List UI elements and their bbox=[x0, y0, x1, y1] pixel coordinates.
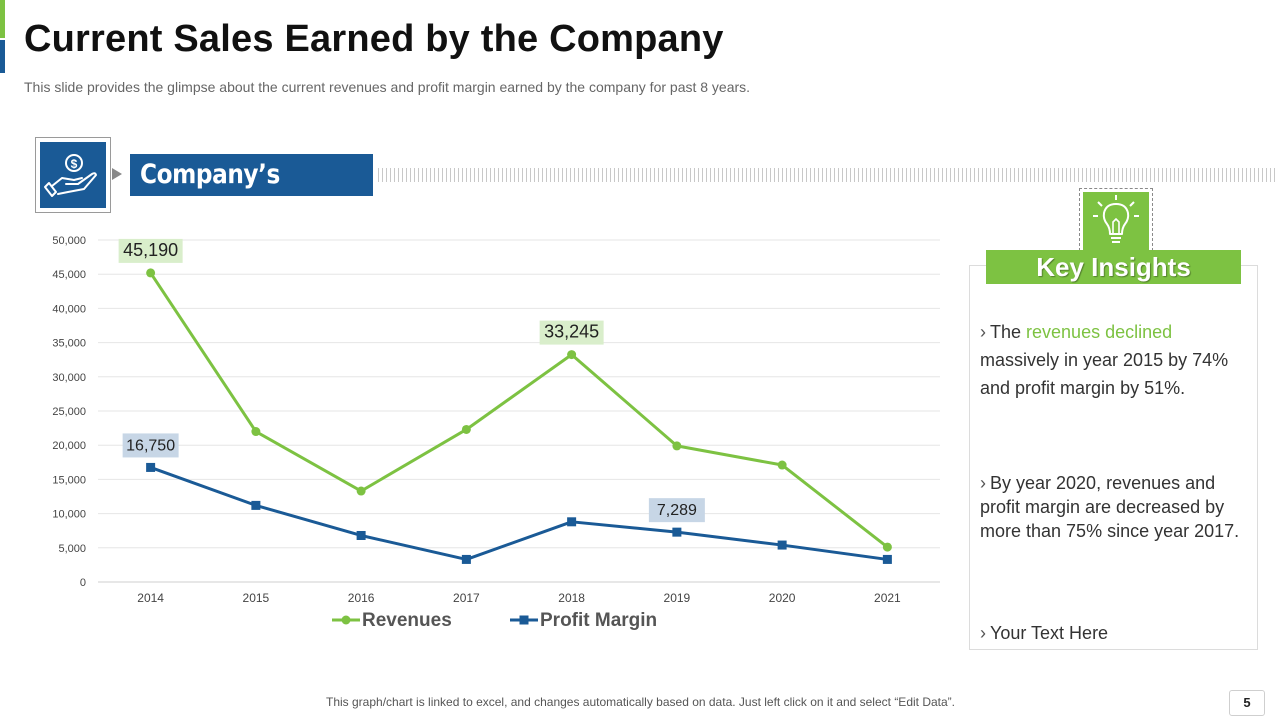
series-line-revenues bbox=[149, 272, 889, 549]
data-point bbox=[461, 424, 471, 434]
data-point bbox=[356, 530, 366, 540]
insight-1-highlight: revenues declined bbox=[1026, 322, 1173, 342]
insight-3-text: Your Text Here bbox=[990, 623, 1109, 643]
data-label: 33,245 bbox=[544, 322, 599, 342]
insights-card bbox=[969, 265, 1258, 650]
page-title: Current Sales Earned by the Company bbox=[24, 18, 724, 60]
data-point bbox=[567, 350, 577, 360]
data-label-bg bbox=[539, 320, 604, 345]
section-icon-frame: $ bbox=[35, 137, 111, 213]
legend-marker bbox=[519, 615, 529, 625]
decorative-divider bbox=[378, 168, 1278, 182]
money-hand-icon: $ bbox=[40, 142, 106, 208]
x-tick-label: 2014 bbox=[137, 591, 164, 605]
y-tick-label: 25,000 bbox=[52, 406, 86, 418]
x-tick-label: 2016 bbox=[348, 591, 375, 605]
pointer-arrow-icon bbox=[112, 168, 122, 180]
y-tick-label: 45,000 bbox=[52, 269, 86, 281]
data-point bbox=[251, 500, 261, 510]
line-chart: 0 5,000 10,000 15,000 20,000 25,000 30,000 35,0… bbox=[52, 235, 940, 631]
data-label: 7,289 bbox=[657, 502, 697, 519]
data-label: 16,750 bbox=[126, 437, 175, 454]
lightbulb-icon bbox=[1083, 192, 1149, 252]
x-tick-label: 2015 bbox=[243, 591, 270, 605]
insight-item-3: › Your Text Here bbox=[980, 619, 1245, 647]
y-tick-label: 10,000 bbox=[52, 509, 86, 521]
legend-marker bbox=[341, 615, 351, 625]
y-tick-label: 5,000 bbox=[58, 543, 86, 555]
insights-header: Key Insights bbox=[986, 250, 1241, 284]
chevron-right-icon: › bbox=[980, 473, 986, 493]
footer-note: This graph/chart is linked to excel, and… bbox=[326, 695, 955, 709]
title-accent-green bbox=[0, 0, 5, 38]
insight-item-2: › By year 2020, revenues and profit margi… bbox=[980, 471, 1245, 543]
title-accent-blue bbox=[0, 40, 5, 73]
insight-2-text: By year 2020, revenues and profit margin… bbox=[980, 473, 1240, 541]
data-point bbox=[672, 527, 682, 537]
y-tick-label: 40,000 bbox=[52, 303, 86, 315]
data-point bbox=[777, 460, 787, 470]
chevron-right-icon: › bbox=[980, 623, 986, 643]
series-line-profit-margin bbox=[150, 466, 888, 561]
data-point bbox=[882, 542, 892, 552]
y-tick-label: 0 bbox=[80, 577, 86, 589]
y-tick-label: 35,000 bbox=[52, 338, 86, 350]
data-label-bg bbox=[122, 433, 179, 458]
section-header: Company’s Sales bbox=[130, 154, 373, 232]
page-number: 5 bbox=[1229, 690, 1265, 716]
x-tick-label: 2020 bbox=[769, 591, 796, 605]
y-tick-label: 50,000 bbox=[52, 235, 86, 247]
data-point bbox=[882, 554, 892, 564]
data-point bbox=[567, 517, 577, 527]
insight-1-post: massively in year 2015 by 74% and profit… bbox=[980, 350, 1229, 398]
data-label-bg bbox=[118, 238, 183, 263]
chevron-right-icon: › bbox=[980, 322, 986, 342]
x-tick-label: 2019 bbox=[664, 591, 691, 605]
data-label: 45,190 bbox=[123, 240, 178, 260]
legend-label: Revenues bbox=[362, 610, 452, 631]
svg-text:$: $ bbox=[71, 157, 78, 171]
data-point bbox=[146, 268, 156, 278]
data-point bbox=[251, 427, 261, 437]
x-tick-label: 2021 bbox=[874, 591, 901, 605]
data-point bbox=[777, 540, 787, 550]
data-point bbox=[356, 486, 366, 496]
legend-label: Profit Margin bbox=[540, 610, 657, 631]
y-tick-label: 30,000 bbox=[52, 372, 86, 384]
insight-item-1: › The revenues declined massively in year… bbox=[980, 318, 1245, 402]
data-point bbox=[672, 441, 682, 451]
data-point bbox=[461, 554, 471, 564]
x-tick-label: 2017 bbox=[453, 591, 480, 605]
y-tick-label: 20,000 bbox=[52, 440, 86, 452]
insight-1-pre: The bbox=[990, 322, 1027, 342]
data-point bbox=[146, 462, 156, 472]
y-tick-label: 15,000 bbox=[52, 474, 86, 486]
x-tick-label: 2018 bbox=[558, 591, 585, 605]
page-subtitle: This slide provides the glimpse about th… bbox=[24, 79, 751, 95]
data-label-bg bbox=[648, 498, 705, 523]
